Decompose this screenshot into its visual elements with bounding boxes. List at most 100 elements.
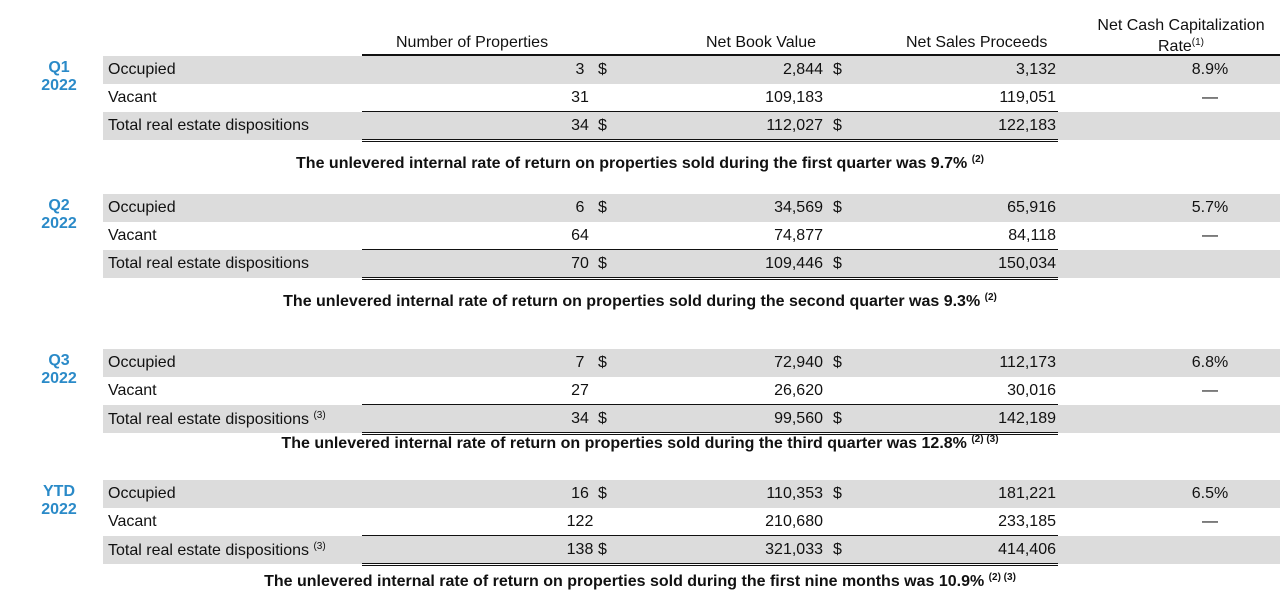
irr-note-text: The unlevered internal rate of return on… [283, 293, 981, 310]
header-rate-line2-text: Rate [1157, 38, 1192, 55]
section-q3: Q3 2022 Occupied 7 $72,940 $112,173 6.8% Vacant… [0, 349, 1280, 459]
subtotal-rule [362, 404, 1058, 405]
header-rule [362, 54, 1280, 56]
net-book-value-cell: 109,446 [765, 255, 823, 272]
row-vacant: Vacant 64 74,877 84,118 — [103, 222, 1280, 250]
row-occupied: Occupied 16 $110,353 $181,221 6.5% [103, 480, 1280, 508]
currency-symbol: $ [598, 410, 607, 427]
properties-cell: 3 [575, 61, 585, 78]
properties-cell: 122 [566, 513, 594, 530]
net-book-value-cell: 2,844 [782, 61, 823, 78]
header-rate-line1: Net Cash Capitalization [1097, 17, 1265, 34]
period-year: 2022 [41, 215, 77, 232]
properties-cell: 7 [575, 354, 585, 371]
period-name: YTD [43, 483, 75, 500]
irr-note-footnote: (2) (3) [971, 434, 999, 445]
irr-note-footnote: (2) [984, 292, 997, 303]
row-label-text: Occupied [108, 199, 176, 216]
row-occupied: Occupied 3 $2,844 $3,132 8.9% [103, 56, 1280, 84]
row-label-text: Total real estate dispositions [108, 542, 309, 559]
net-book-value-cell: 321,033 [765, 541, 823, 558]
properties-cell: 138 [566, 541, 594, 558]
net-sales-proceeds-cell: 181,221 [998, 485, 1056, 502]
row-label: Vacant [108, 382, 157, 400]
net-book-value-cell: 210,680 [765, 513, 823, 530]
properties-cell: 70 [571, 255, 589, 272]
irr-note-text: The unlevered internal rate of return on… [264, 573, 985, 590]
period-label: Q2 2022 [20, 197, 98, 233]
row-label: Vacant [108, 227, 157, 245]
irr-note: The unlevered internal rate of return on… [0, 572, 1280, 591]
irr-note: The unlevered internal rate of return on… [0, 434, 1280, 453]
currency-symbol: $ [833, 255, 842, 272]
irr-note: The unlevered internal rate of return on… [0, 154, 1280, 173]
row-occupied: Occupied 6 $34,569 $65,916 5.7% [103, 194, 1280, 222]
period-label: YTD 2022 [20, 483, 98, 519]
properties-cell: 31 [571, 89, 589, 106]
total-double-rule [362, 563, 1058, 566]
currency-symbol: $ [598, 541, 607, 558]
currency-symbol: $ [833, 410, 842, 427]
header-net-book-value: Net Book Value [706, 34, 816, 51]
period-year: 2022 [41, 501, 77, 518]
header-rate-footnote: (1) [1191, 37, 1205, 48]
properties-cell: 6 [575, 199, 585, 216]
net-book-value-cell: 34,569 [774, 199, 823, 216]
net-sales-proceeds-cell: 84,118 [1008, 227, 1056, 244]
row-label-footnote: (3) [313, 410, 326, 421]
period-label: Q1 2022 [20, 59, 98, 95]
row-label-text: Vacant [108, 382, 157, 399]
currency-symbol: $ [598, 61, 607, 78]
currency-symbol: $ [598, 485, 607, 502]
currency-symbol: $ [833, 354, 842, 371]
row-label: Occupied [108, 354, 176, 372]
row-total: Total real estate dispositions (3) 34 $99,… [103, 405, 1280, 433]
row-total: Total real estate dispositions 70 $109,446… [103, 250, 1280, 278]
cap-rate-cell: 8.9% [1191, 61, 1229, 78]
row-label-text: Vacant [108, 89, 157, 106]
row-vacant: Vacant 31 109,183 119,051 — [103, 84, 1280, 112]
section-ytd: YTD 2022 Occupied 16 $110,353 $181,221 6.5% Vac… [0, 480, 1280, 590]
row-label-text: Occupied [108, 354, 176, 371]
cap-rate-cell: — [1202, 513, 1218, 530]
currency-symbol: $ [598, 255, 607, 272]
header-rate-line2: Rate(1) [1086, 34, 1276, 55]
currency-symbol: $ [833, 199, 842, 216]
net-sales-proceeds-cell: 30,016 [1007, 382, 1056, 399]
net-sales-proceeds-cell: 150,034 [998, 255, 1056, 272]
total-double-rule [362, 432, 1058, 435]
row-label: Occupied [108, 61, 176, 79]
net-sales-proceeds-cell: 122,183 [998, 117, 1056, 134]
cap-rate-cell: 6.8% [1191, 354, 1229, 371]
currency-symbol: $ [833, 61, 842, 78]
subtotal-rule [362, 111, 1058, 112]
cap-rate-cell: 5.7% [1191, 199, 1229, 216]
currency-symbol: $ [833, 541, 842, 558]
irr-note-footnote: (2) [971, 154, 984, 165]
net-book-value-cell: 26,620 [774, 382, 823, 399]
period-label: Q3 2022 [20, 352, 98, 388]
net-book-value-cell: 112,027 [766, 117, 823, 134]
currency-symbol: $ [598, 354, 607, 371]
cap-rate-cell: — [1202, 89, 1218, 106]
properties-cell: 16 [571, 485, 589, 502]
properties-cell: 27 [571, 382, 589, 399]
row-label-text: Total real estate dispositions [108, 255, 309, 272]
net-book-value-cell: 110,353 [766, 485, 823, 502]
row-label: Occupied [108, 485, 176, 503]
row-vacant: Vacant 122 210,680 233,185 — [103, 508, 1280, 536]
net-book-value-cell: 109,183 [765, 89, 823, 106]
net-book-value-cell: 72,940 [774, 354, 823, 371]
row-label: Total real estate dispositions (3) [108, 541, 326, 560]
net-sales-proceeds-cell: 119,051 [999, 89, 1056, 106]
period-name: Q2 [48, 197, 70, 214]
net-sales-proceeds-cell: 414,406 [998, 541, 1056, 558]
irr-note: The unlevered internal rate of return on… [0, 292, 1280, 311]
row-label-text: Vacant [108, 513, 157, 530]
row-vacant: Vacant 27 26,620 30,016 — [103, 377, 1280, 405]
properties-cell: 34 [571, 410, 589, 427]
irr-note-text: The unlevered internal rate of return on… [296, 155, 968, 172]
net-sales-proceeds-cell: 3,132 [1015, 61, 1056, 78]
total-double-rule [362, 139, 1058, 142]
section-q1: Q1 2022 Occupied 3 $2,844 $3,132 8.9% Vacant 31 1… [0, 56, 1280, 172]
